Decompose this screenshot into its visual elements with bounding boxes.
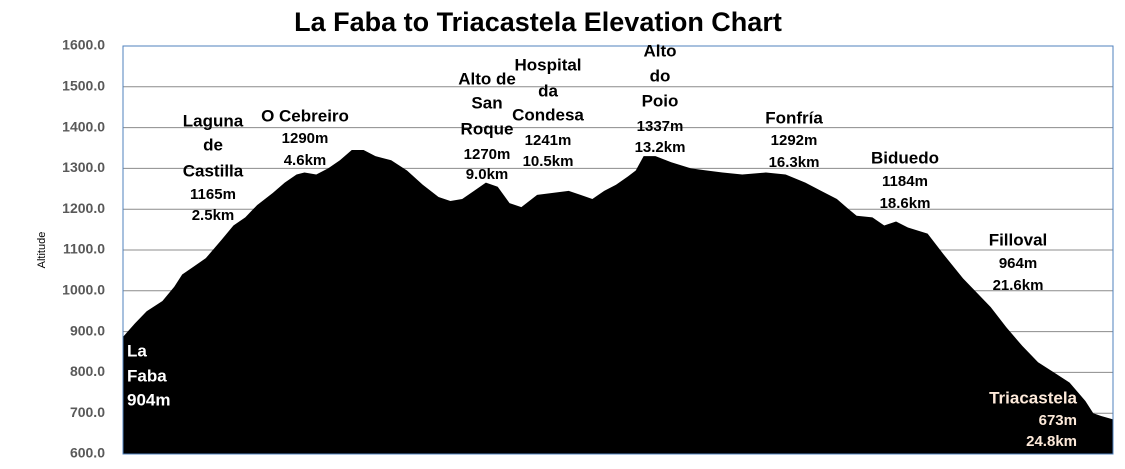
- annotation-text: Faba: [127, 366, 167, 385]
- annotation-text: 16.3km: [769, 154, 820, 171]
- annotation-text: 673m: [1039, 412, 1077, 429]
- y-tick-label: 1000.0: [62, 282, 105, 298]
- annotation-text: 1290m: [282, 130, 329, 147]
- annotation-text: do: [650, 66, 671, 85]
- y-tick-label: 1300.0: [62, 159, 105, 175]
- annotation-text: Roque: [461, 119, 514, 138]
- y-tick-label: 900.0: [70, 322, 105, 338]
- annotation-text: da: [538, 81, 558, 100]
- y-tick-label: 1500.0: [62, 78, 105, 94]
- annotation-text: Fonfría: [765, 108, 823, 127]
- y-tick-label: 1100.0: [63, 241, 105, 257]
- annotation-text: La: [127, 341, 147, 360]
- y-axis-label: Altitude: [36, 232, 48, 269]
- y-tick-label: 1600.0: [62, 37, 105, 53]
- annotation-text: 904m: [127, 390, 170, 409]
- annotation-text: Laguna: [183, 111, 244, 130]
- annotation-text: 2.5km: [192, 207, 235, 224]
- annotation-text: 1292m: [771, 132, 818, 149]
- annotation-text: 1165m: [190, 186, 236, 203]
- annotation-text: 9.0km: [466, 166, 509, 183]
- y-tick-label: 800.0: [70, 363, 105, 379]
- y-tick-label: 1200.0: [62, 200, 105, 216]
- annotation-text: Poio: [642, 91, 679, 110]
- annotation-text: 1270m: [464, 146, 511, 163]
- annotation-text: 964m: [999, 255, 1037, 272]
- annotation-text: 1241m: [525, 132, 572, 149]
- y-tick-label: 1400.0: [62, 118, 105, 134]
- annotation-text: 24.8km: [1026, 433, 1077, 450]
- annotation-text: 18.6km: [880, 195, 931, 212]
- annotation-text: 1337m: [637, 118, 684, 135]
- annotation-text: 21.6km: [993, 277, 1044, 294]
- elevation-area: [123, 150, 1113, 455]
- y-tick-label: 600.0: [70, 445, 105, 461]
- annotation-text: San: [471, 93, 502, 112]
- annotation-text: Biduedo: [871, 148, 939, 167]
- annotation-text: Condesa: [512, 105, 584, 124]
- annotation-text: 10.5km: [523, 153, 574, 170]
- annotation-text: Triacastela: [989, 388, 1077, 407]
- annotation-text: Alto: [643, 41, 676, 60]
- annotation-text: Hospital: [514, 55, 581, 74]
- annotation-text: 1184m: [882, 173, 928, 190]
- annotation-text: Filloval: [989, 230, 1048, 249]
- annotation-text: O Cebreiro: [261, 106, 349, 125]
- y-tick-label: 700.0: [70, 404, 105, 420]
- plot-frame: [122, 45, 1114, 455]
- annotation-text: Alto de: [458, 69, 516, 88]
- annotation-text: de: [203, 135, 223, 154]
- annotation-text: 4.6km: [284, 152, 327, 169]
- annotation-text: 13.2km: [635, 139, 686, 156]
- chart-title: La Faba to Triacastela Elevation Chart: [294, 7, 782, 37]
- annotation-text: Castilla: [183, 161, 244, 180]
